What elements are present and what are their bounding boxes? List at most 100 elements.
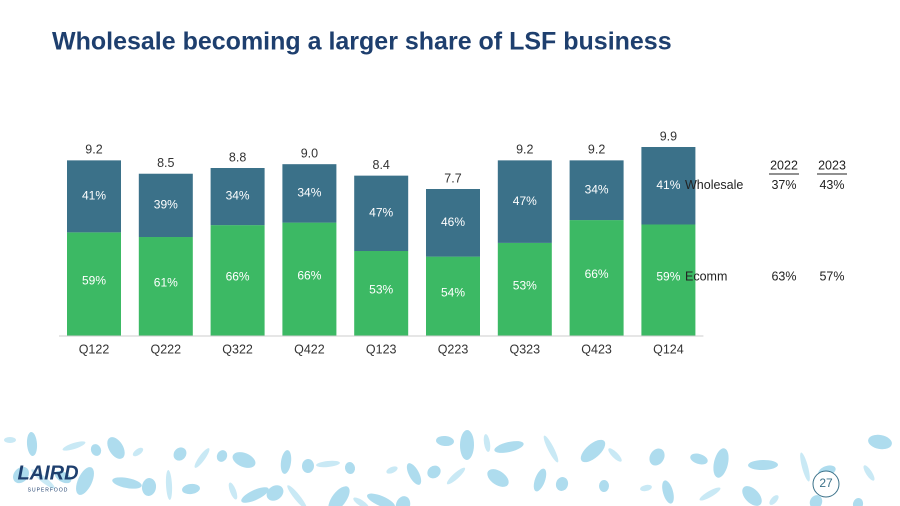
leaf: [608, 448, 622, 462]
total-label: 9.2: [516, 143, 533, 157]
bar-segment: [210, 168, 265, 226]
x-tick-label: Q222: [151, 342, 182, 356]
leaf: [769, 495, 779, 505]
leaf: [90, 444, 102, 456]
bar-segment: [569, 160, 624, 221]
table-cell: 43%: [819, 178, 844, 192]
leaf: [852, 498, 864, 506]
leaf: [427, 465, 441, 479]
bar-label: 39%: [154, 198, 178, 212]
bar-label: 47%: [513, 194, 537, 208]
bar-label: 59%: [82, 273, 106, 287]
bar-label: 59%: [656, 269, 680, 283]
x-tick-label: Q323: [510, 342, 541, 356]
leaf: [868, 434, 892, 450]
leaf: [173, 447, 187, 461]
leaf: [580, 439, 606, 463]
bar-label: 61%: [154, 276, 178, 290]
logo-tagline: SUPERFOOD: [28, 487, 69, 493]
total-label: 9.0: [301, 146, 318, 160]
bar-segment: [354, 251, 409, 336]
leaf: [863, 465, 875, 481]
leaf: [280, 450, 292, 474]
x-tick-label: Q422: [294, 342, 325, 356]
bar-segment: [138, 173, 193, 238]
leaf: [287, 485, 307, 506]
total-label: 9.2: [588, 143, 605, 157]
leaf: [165, 470, 173, 500]
bar-label: 34%: [585, 182, 609, 196]
leaf: [446, 467, 466, 485]
leaf: [216, 450, 228, 462]
bar-segment: [282, 164, 337, 223]
leaf: [344, 462, 356, 474]
table-cell: 63%: [771, 270, 796, 284]
leaf: [533, 468, 547, 492]
leaf: [301, 459, 315, 473]
bar-segment: [67, 160, 121, 233]
bar-label: 41%: [82, 189, 106, 203]
leaf: [112, 477, 142, 489]
leaf: [748, 459, 778, 471]
bar-segment: [497, 160, 552, 243]
leaf: [132, 447, 144, 457]
leaf: [406, 463, 422, 485]
legend-label: Wholesale: [685, 178, 743, 192]
bar-label: 34%: [297, 186, 321, 200]
x-tick-label: Q122: [79, 342, 110, 356]
bar-segment: [138, 237, 193, 336]
bar-segment: [426, 256, 480, 336]
bar-label: 47%: [369, 205, 393, 219]
leaf: [662, 480, 674, 504]
x-tick-label: Q223: [438, 342, 469, 356]
table-cell: 37%: [771, 178, 796, 192]
leaf: [31, 469, 55, 489]
bar-segment: [641, 147, 696, 225]
leaf: [386, 466, 398, 474]
leaf: [555, 477, 569, 491]
bar-label: 34%: [226, 189, 250, 203]
leaf: [194, 448, 210, 468]
leaf: [76, 467, 94, 495]
bar-segment: [497, 242, 552, 336]
leaf: [367, 493, 395, 506]
x-tick-label: Q322: [222, 342, 253, 356]
total-label: 9.9: [660, 129, 677, 143]
leaf: [241, 487, 269, 503]
leaf: [107, 437, 125, 459]
leaf: [543, 435, 559, 463]
bar-label: 41%: [656, 178, 680, 192]
bar-segment: [354, 175, 409, 252]
slide-title: Wholesale becoming a larger share of LSF…: [52, 28, 672, 56]
total-label: 8.8: [229, 150, 246, 164]
bar-segment: [67, 232, 121, 336]
bar-label: 54%: [441, 285, 465, 299]
decoration: [4, 430, 892, 506]
leaf: [690, 453, 708, 465]
leaf: [316, 460, 340, 468]
leaf: [182, 483, 200, 495]
leaf: [487, 469, 509, 487]
leaf: [395, 496, 411, 506]
bar-label: 66%: [297, 268, 321, 282]
leaf: [62, 441, 86, 451]
leaf: [699, 487, 721, 501]
bar-label: 53%: [513, 279, 537, 293]
bar-label: 66%: [585, 267, 609, 281]
x-tick-label: Q124: [653, 342, 684, 356]
leaf: [328, 486, 350, 506]
leaf: [713, 448, 729, 478]
total-label: 8.5: [157, 156, 174, 170]
leaf: [742, 486, 762, 506]
leaf: [640, 484, 652, 492]
leaf: [459, 430, 475, 460]
page-badge: [812, 470, 840, 498]
leaf: [483, 434, 491, 452]
bar-label: 46%: [441, 215, 465, 229]
logo: LAIRD: [17, 462, 78, 484]
bar-label: 66%: [226, 270, 250, 284]
bar-segment: [569, 220, 624, 336]
leaf: [436, 435, 454, 447]
leaf: [4, 437, 16, 443]
